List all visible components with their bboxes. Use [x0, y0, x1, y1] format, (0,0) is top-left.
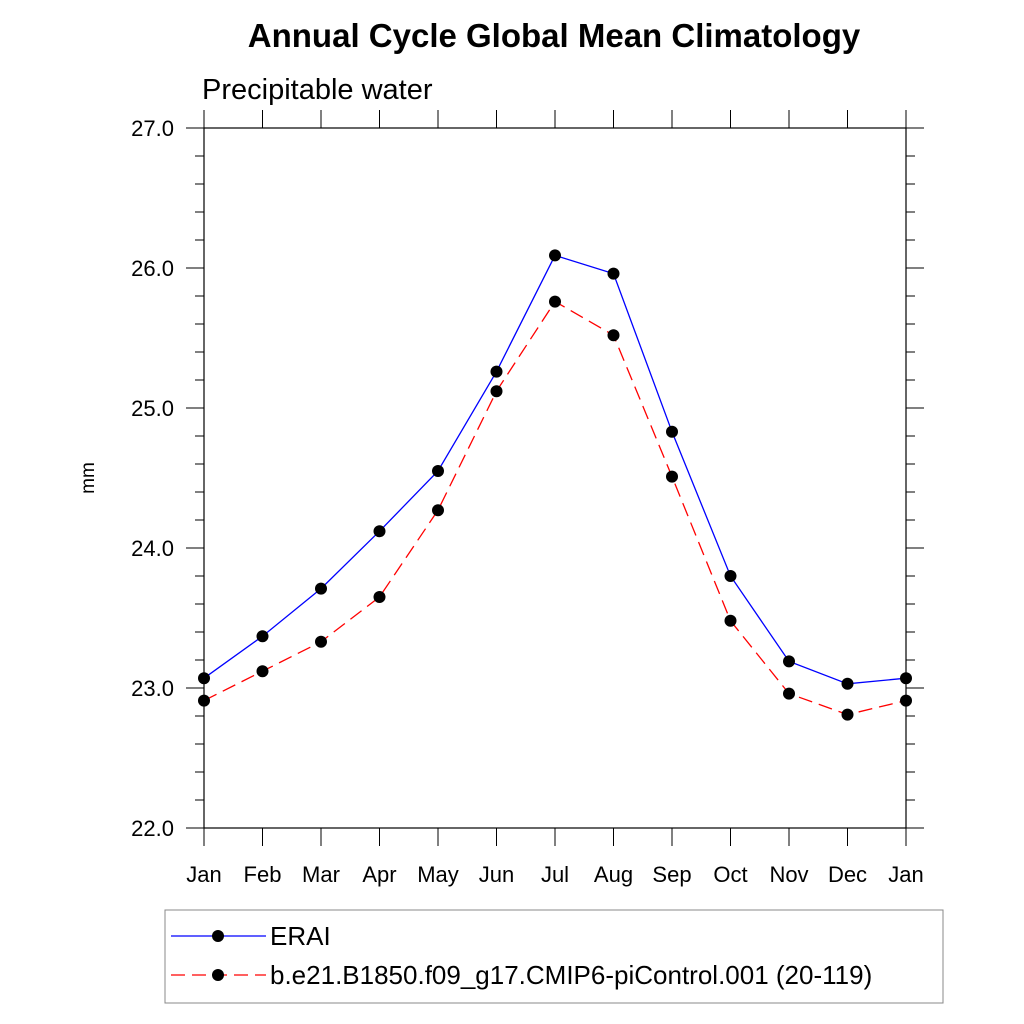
x-tick-label: Feb: [244, 862, 282, 887]
x-tick-label: May: [417, 862, 459, 887]
data-point-series-1: [256, 630, 269, 643]
y-tick-label: 22.0: [131, 816, 174, 841]
x-tick-label: Oct: [713, 862, 747, 887]
x-tick-label: Mar: [302, 862, 340, 887]
data-point-series-2: [607, 329, 620, 342]
data-point-series-2: [198, 694, 210, 707]
data-point-series-1: [490, 365, 503, 378]
data-point-series-1: [666, 425, 678, 438]
data-point-series-1: [900, 672, 912, 685]
x-tick-label: Sep: [652, 862, 691, 887]
legend-box: [164, 909, 944, 1004]
axis-ticks: 22.0 23.0 24.0 25.0 26.0 27.0 Jan Feb Mar Apr May J…: [131, 110, 924, 887]
x-tick-label: Apr: [362, 862, 396, 887]
data-point-series-1: [607, 267, 620, 280]
data-point-series-2: [315, 635, 327, 648]
data-point-series-1: [783, 655, 795, 668]
data-point-series-2: [783, 687, 795, 700]
data-point-series-2: [490, 385, 503, 398]
x-tick-label: Jul: [541, 862, 569, 887]
data-point-series-2: [256, 665, 269, 678]
series-line-2: [203, 300, 907, 716]
series-layer: [198, 249, 912, 721]
legend-label-2: b.e21.B1850.f09_g17.CMIP6-piControl.001 …: [270, 960, 872, 990]
data-point-series-1: [549, 249, 561, 262]
y-tick-label: 23.0: [131, 676, 174, 701]
x-tick-label: Jun: [479, 862, 514, 887]
data-point-series-2: [373, 591, 386, 603]
data-point-series-2: [900, 694, 912, 707]
data-point-series-1: [373, 525, 386, 538]
y-tick-label: 26.0: [131, 256, 174, 281]
x-tick-label: Aug: [594, 862, 633, 887]
data-point-series-2: [666, 470, 678, 483]
x-tick-label: Jan: [888, 862, 923, 887]
series-line-1: [203, 254, 907, 685]
x-tick-label: Jan: [186, 862, 221, 887]
data-point-series-2: [724, 614, 737, 627]
legend-marker-2: [212, 969, 224, 981]
y-tick-label: 24.0: [131, 536, 174, 561]
legend-label-1: ERAI: [270, 921, 331, 951]
y-axis-label: mm: [78, 462, 99, 494]
legend-marker-1: [212, 930, 224, 942]
chart-subtitle: Precipitable water: [202, 74, 433, 106]
data-point-series-1: [315, 582, 327, 595]
chart-title: Annual Cycle Global Mean Climatology: [248, 17, 861, 54]
data-point-series-1: [432, 465, 444, 477]
x-tick-label: Dec: [828, 862, 867, 887]
data-point-series-2: [549, 295, 561, 308]
legend: ERAI b.e21.B1850.f09_g17.CMIP6-piControl.…: [164, 909, 944, 1004]
y-tick-label: 25.0: [131, 396, 174, 421]
data-point-series-2: [841, 708, 854, 721]
data-point-series-1: [724, 570, 737, 582]
data-point-series-2: [432, 504, 444, 517]
plot-frame: [203, 127, 907, 829]
y-tick-label: 27.0: [131, 116, 174, 141]
data-point-series-1: [198, 672, 210, 685]
x-tick-label: Nov: [769, 862, 808, 887]
data-point-series-1: [841, 677, 854, 690]
